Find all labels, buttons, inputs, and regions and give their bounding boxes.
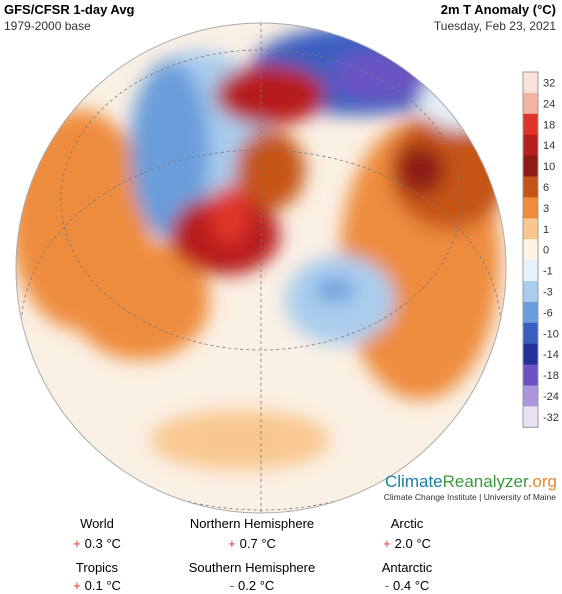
legend-label: 32 [543, 77, 555, 89]
legend-swatch [523, 72, 538, 94]
stat-number: 0.2 °C [238, 578, 274, 593]
stat-sign: - [230, 578, 234, 593]
stat-number: 0.4 °C [393, 578, 429, 593]
legend-label: 0 [543, 245, 549, 257]
stat-value: +0.3 °C [73, 536, 121, 551]
date: Tuesday, Feb 23, 2021 [434, 19, 556, 33]
legend-swatch [523, 134, 538, 157]
legend-border [522, 71, 539, 428]
title: GFS/CFSR 1-day Avg [4, 2, 135, 17]
legend-label: 24 [543, 98, 555, 110]
stat-sign: + [73, 578, 81, 593]
legend-swatch [523, 92, 538, 115]
legend-swatch [523, 218, 538, 240]
logo-part: Climate [385, 472, 443, 491]
legend-label: -32 [543, 412, 559, 424]
stat-value: -0.4 °C [385, 578, 430, 593]
stat-sign: + [73, 536, 81, 551]
legend-swatch [523, 260, 538, 282]
stat-number: 0.3 °C [85, 536, 121, 551]
stat-sign: + [228, 536, 236, 551]
legend-swatch [523, 281, 538, 303]
legend-label: -6 [543, 307, 553, 319]
legend-swatch [523, 364, 538, 386]
stat-label: World [80, 516, 114, 531]
logo: ClimateReanalyzer.org [385, 472, 557, 491]
legend-swatch [523, 176, 538, 198]
legend-label: -14 [543, 349, 559, 361]
stat-label: Southern Hemisphere [189, 560, 315, 575]
legend-label: 10 [543, 161, 555, 173]
legend-label: 18 [543, 119, 555, 131]
legend-label: -3 [543, 286, 553, 298]
legend-label: -10 [543, 328, 559, 340]
stat-label: Antarctic [382, 560, 433, 575]
legend-swatch [523, 322, 538, 345]
logo-part: Reanalyzer [443, 472, 529, 491]
legend-label: -18 [543, 370, 559, 382]
legend-swatch [523, 113, 538, 136]
stat-label: Arctic [391, 516, 424, 531]
stat-value: -0.2 °C [230, 578, 275, 593]
stat-sign: - [385, 578, 389, 593]
logo-part: .org [528, 472, 557, 491]
legend-label: -24 [543, 391, 559, 403]
legend-swatch [523, 343, 538, 366]
legend-swatch [523, 239, 538, 261]
legend-swatch [523, 301, 538, 324]
legend-swatch [523, 197, 538, 219]
legend-label: 14 [543, 140, 555, 152]
subtitle: 1979-2000 base [4, 19, 91, 33]
stat-number: 0.7 °C [240, 536, 276, 551]
logo-tagline: Climate Change Institute | University of… [384, 492, 557, 502]
legend-swatch [523, 155, 538, 177]
variable: 2m T Anomaly (°C) [441, 2, 556, 17]
legend-swatch [523, 406, 538, 428]
stat-number: 2.0 °C [395, 536, 431, 551]
stat-value: +0.7 °C [228, 536, 276, 551]
stat-label: Northern Hemisphere [190, 516, 314, 531]
legend-label: 3 [543, 203, 549, 215]
legend-label: 6 [543, 182, 549, 194]
stat-sign: + [383, 536, 391, 551]
stats: World + 0.3 °C Northern Hemisphere + 0.7 °C Ar… [73, 516, 433, 593]
stat-number: 0.1 °C [85, 578, 121, 593]
stat-value: +0.1 °C [73, 578, 121, 593]
stat-value: +2.0 °C [383, 536, 431, 551]
legend-label: 1 [543, 224, 549, 236]
legend-swatch [523, 385, 538, 407]
stat-label: Tropics [76, 560, 119, 575]
legend-label: -1 [543, 266, 553, 278]
